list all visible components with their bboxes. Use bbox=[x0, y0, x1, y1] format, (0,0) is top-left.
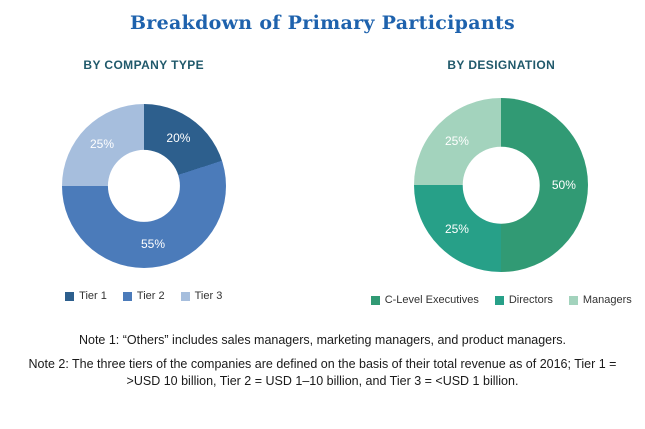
legend-swatch-directors bbox=[494, 295, 504, 305]
page-title: Breakdown of Primary Participants bbox=[129, 12, 516, 34]
legend-item-tier2: Tier 2 bbox=[122, 290, 165, 302]
legend-swatch-managers bbox=[568, 295, 578, 305]
slice-label: 20% bbox=[166, 131, 191, 146]
legend-designation: C-Level Executives Directors Managers bbox=[358, 294, 645, 306]
legend-swatch-tier3 bbox=[180, 291, 190, 301]
donut-chart-company-type: 20% 55% 25% bbox=[61, 104, 226, 268]
legend-swatch-tier2 bbox=[122, 291, 132, 301]
donut-chart-designation: 50% 25% 25% bbox=[414, 98, 589, 272]
charts-row: BY COMPANY TYPE 20% 55% 25% Tier 1 Tier 2 … bbox=[0, 58, 645, 306]
note-2: Note 2: The three tiers of the companies… bbox=[28, 356, 617, 388]
legend-company-type: Tier 1 Tier 2 Tier 3 bbox=[0, 290, 288, 302]
legend-label-tier3: Tier 3 bbox=[194, 290, 223, 302]
legend-item-tier3: Tier 3 bbox=[180, 290, 223, 302]
legend-label-directors: Directors bbox=[508, 294, 553, 306]
slice-label: 25% bbox=[89, 137, 115, 152]
chart-block-company-type: BY COMPANY TYPE 20% 55% 25% Tier 1 Tier 2 … bbox=[0, 58, 288, 306]
legend-item-c-level: C-Level Executives bbox=[370, 294, 479, 306]
chart-title-company-type: BY COMPANY TYPE bbox=[83, 58, 205, 72]
legend-item-directors: Directors bbox=[494, 294, 553, 306]
chart-title-designation: BY DESIGNATION bbox=[447, 58, 556, 72]
legend-label-tier1: Tier 1 bbox=[79, 290, 107, 302]
legend-label-tier2: Tier 2 bbox=[136, 290, 165, 302]
chart-block-designation: BY DESIGNATION 50% 25% 25% C-Level Executi… bbox=[358, 58, 645, 306]
note-1: Note 1: “Others” includes sales managers… bbox=[78, 333, 567, 347]
slice-label: 25% bbox=[444, 222, 469, 237]
donut-hole bbox=[462, 146, 540, 224]
legend-item-tier1: Tier 1 bbox=[65, 290, 107, 302]
donut-hole bbox=[107, 149, 180, 223]
slice-label: 25% bbox=[444, 133, 469, 148]
footnotes: Note 1: “Others” includes sales managers… bbox=[0, 332, 645, 390]
legend-label-c-level: C-Level Executives bbox=[384, 294, 479, 306]
donut-ring-designation: 50% 25% 25% bbox=[414, 98, 589, 272]
legend-swatch-c-level bbox=[370, 295, 380, 305]
slice-label: 50% bbox=[551, 178, 576, 192]
legend-item-managers: Managers bbox=[568, 294, 632, 306]
legend-label-managers: Managers bbox=[582, 294, 632, 306]
slice-label: 55% bbox=[140, 237, 165, 252]
legend-swatch-tier1 bbox=[65, 291, 75, 301]
donut-ring-company-type: 20% 55% 25% bbox=[61, 104, 226, 268]
